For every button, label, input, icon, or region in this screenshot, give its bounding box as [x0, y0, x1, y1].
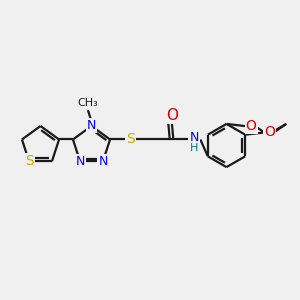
- Text: N: N: [75, 155, 85, 168]
- Text: S: S: [126, 133, 135, 146]
- Text: O: O: [246, 119, 256, 133]
- Text: N: N: [87, 119, 96, 133]
- Text: N: N: [98, 155, 108, 168]
- Text: H: H: [190, 143, 199, 154]
- Text: S: S: [25, 154, 33, 168]
- Text: CH₃: CH₃: [77, 98, 98, 108]
- Text: O: O: [166, 108, 178, 123]
- Text: N: N: [190, 131, 199, 145]
- Text: O: O: [264, 125, 275, 139]
